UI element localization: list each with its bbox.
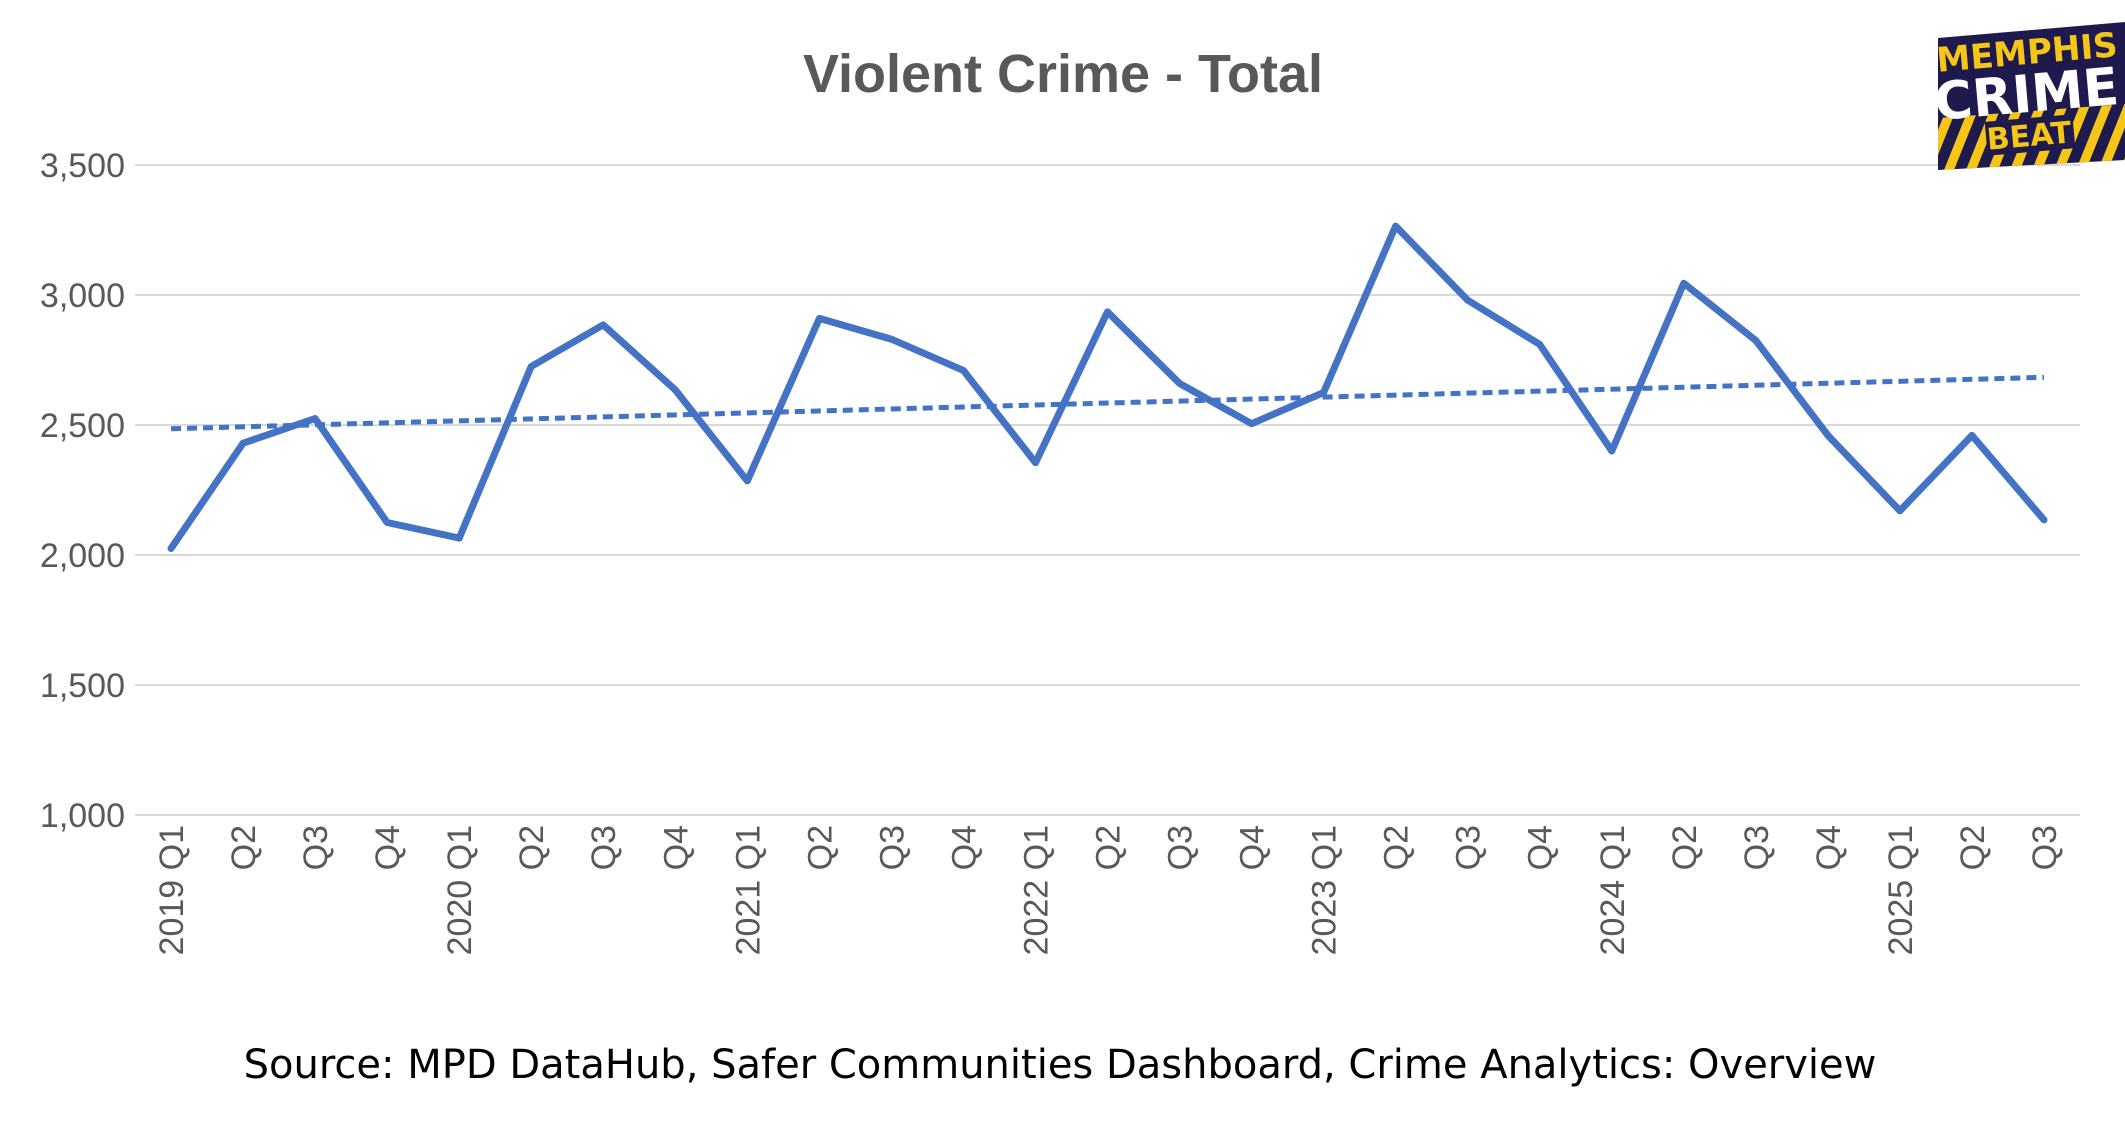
x-tick-label: Q2 xyxy=(1666,825,1704,870)
x-tick-label: Q4 xyxy=(1234,825,1272,870)
x-tick-label: 2022 Q1 xyxy=(1017,825,1055,955)
x-tick-label: Q2 xyxy=(801,825,839,870)
gridlines xyxy=(135,164,2080,686)
x-tick-label: 2021 Q1 xyxy=(729,825,767,955)
x-tick-label: 2019 Q1 xyxy=(153,825,191,955)
x-tick-label: Q3 xyxy=(297,825,335,870)
x-tick-label: Q3 xyxy=(2026,825,2064,870)
y-axis-ticks: 1,000 1,500 2,000 2,500 3,000 3,500 xyxy=(40,147,125,835)
logo-stripe xyxy=(1942,104,1982,170)
x-tick-label: Q4 xyxy=(1522,825,1560,870)
x-tick-label: Q4 xyxy=(1810,825,1848,870)
logo-stripe xyxy=(1938,104,1960,170)
y-tick-label: 2,500 xyxy=(40,407,125,445)
source-note: Source: MPD DataHub, Safer Communities D… xyxy=(244,1042,1877,1088)
x-tick-label: Q2 xyxy=(1954,825,1992,870)
x-tick-label: Q3 xyxy=(873,825,911,870)
logo-stripe xyxy=(1964,104,2004,170)
x-tick-label: Q2 xyxy=(513,825,551,870)
series-line xyxy=(167,222,2048,552)
x-tick-label: Q4 xyxy=(369,825,407,870)
y-tick-label: 1,000 xyxy=(40,797,125,835)
x-axis-ticks: 2019 Q1 Q2 Q3 Q4 2020 Q1 Q2 Q3 Q4 2021 Q1 Q2 Q3 Q4 2… xyxy=(153,825,2064,955)
x-tick-label: 2020 Q1 xyxy=(441,825,479,955)
y-tick-label: 2,000 xyxy=(40,537,125,575)
x-tick-label: Q2 xyxy=(1090,825,1128,870)
x-tick-label: Q4 xyxy=(657,825,695,870)
x-tick-label: Q3 xyxy=(1738,825,1776,870)
x-tick-label: Q3 xyxy=(585,825,623,870)
y-tick-label: 3,500 xyxy=(40,147,125,185)
logo-stripe xyxy=(2096,104,2125,170)
x-tick-label: Q3 xyxy=(1450,825,1488,870)
logo-beat-box xyxy=(1984,114,2076,156)
logo-stripe xyxy=(2074,104,2114,170)
trendline xyxy=(170,374,2045,432)
y-tick-label: 1,500 xyxy=(40,667,125,705)
x-tick-label: Q2 xyxy=(1378,825,1416,870)
x-tick-label: Q2 xyxy=(225,825,263,870)
x-tick-label: 2025 Q1 xyxy=(1882,825,1920,955)
x-tick-label: 2023 Q1 xyxy=(1306,825,1344,955)
logo-line3: BEAT xyxy=(1985,115,2073,157)
x-tick-label: 2024 Q1 xyxy=(1594,825,1632,955)
y-tick-label: 3,000 xyxy=(40,277,125,315)
memphis-crime-beat-logo: MEMPHIS CRIME BEAT xyxy=(1932,22,2125,170)
x-tick-label: Q4 xyxy=(945,825,983,870)
chart-title: Violent Crime - Total xyxy=(803,44,1323,104)
x-tick-label: Q3 xyxy=(1162,825,1200,870)
